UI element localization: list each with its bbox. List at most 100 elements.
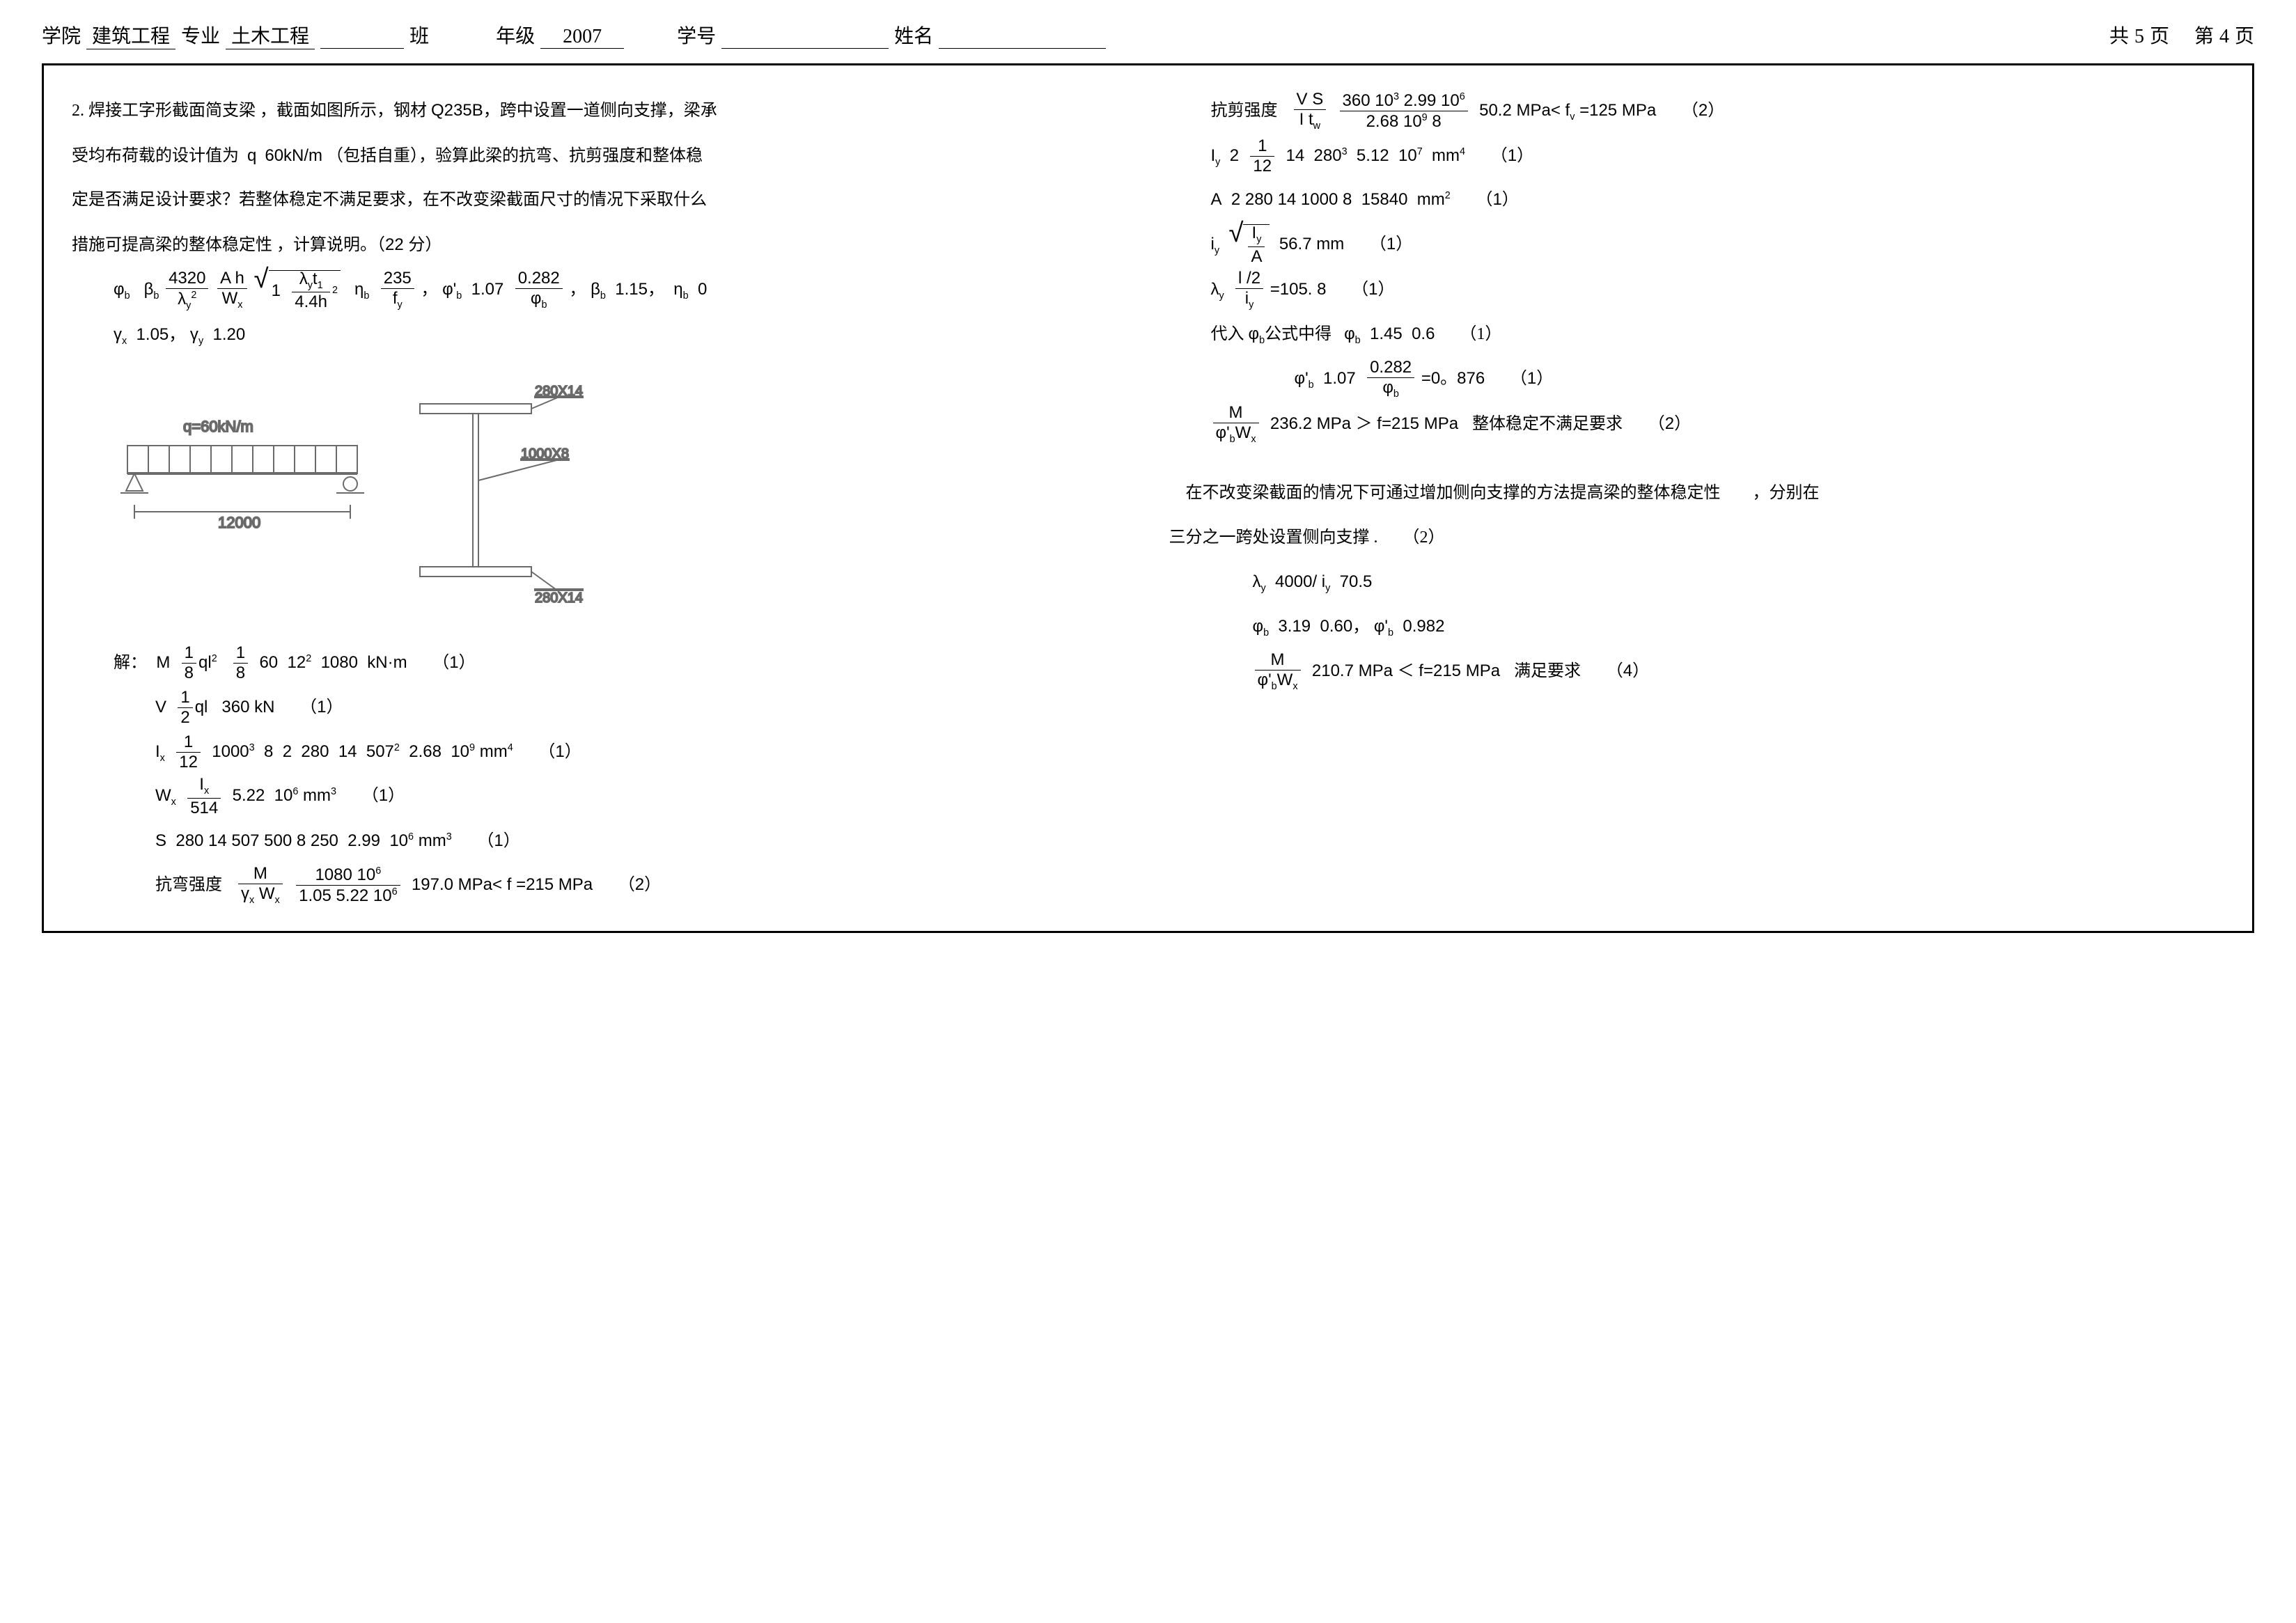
label: 抗剪强度 xyxy=(1211,102,1278,120)
sid-label: 学号 xyxy=(677,21,716,49)
page-unit2: 页 xyxy=(2235,21,2254,49)
v: 5.22 xyxy=(233,786,265,805)
v: =215 MPa xyxy=(1382,414,1458,433)
unit: kN·m xyxy=(367,653,407,672)
num235: 235 xyxy=(381,270,414,289)
v: 197.0 xyxy=(412,875,453,894)
v: 14 xyxy=(338,742,357,761)
span-label: 12000 xyxy=(218,514,260,531)
v: 15840 xyxy=(1361,190,1408,209)
points: 22 分 xyxy=(385,235,425,254)
v: 280 xyxy=(301,742,329,761)
t: 满足要求 xyxy=(1514,662,1581,680)
v: 10 xyxy=(1398,146,1417,165)
v: 236.2 xyxy=(1270,414,1312,433)
t: 代入 xyxy=(1211,325,1244,343)
v: 1000 xyxy=(212,742,249,761)
score: （2） xyxy=(618,875,661,894)
v: 8 xyxy=(1432,112,1441,131)
score: （1） xyxy=(432,653,475,672)
score: （1） xyxy=(300,698,343,716)
problem-line3: 定是否满足设计要求？若整体稳定不满足要求，在不改变梁截面尺寸的情况下采取什么 xyxy=(72,180,1127,221)
p: 3 xyxy=(249,742,255,753)
v: 0.982 xyxy=(1403,617,1444,636)
u: kN xyxy=(254,698,274,716)
u: MPa ＜ xyxy=(1359,661,1414,680)
v: =0。876 xyxy=(1421,369,1485,388)
p: 6 xyxy=(1460,91,1465,102)
n: 0.282 xyxy=(1367,359,1414,378)
class-label: 班 xyxy=(409,21,429,49)
n: 1 xyxy=(182,645,196,664)
stab-check: Mφ'bWx 236.2 MPa ＞ f=215 MPa 整体稳定不满足要求 （… xyxy=(1211,404,2225,445)
v: 10 xyxy=(1441,91,1460,110)
sol-V: V 12ql 360 kN （1） xyxy=(155,687,1127,728)
grade-value: 2007 xyxy=(540,26,624,49)
web-label: 1000X8 xyxy=(521,446,569,462)
score: （2） xyxy=(1648,414,1691,433)
v: 507 xyxy=(366,742,394,761)
remedy2: 三分之一跨处设置侧向支撑 . （2） xyxy=(1169,518,2225,558)
v: 56.7 xyxy=(1279,235,1312,253)
v: 2.99 xyxy=(347,831,380,850)
d: 12 xyxy=(1250,157,1274,175)
v: 2.99 xyxy=(1404,91,1437,110)
problem-line4: 措施可提高梁的整体稳定性 ，计算说明。（22 分） xyxy=(72,225,1127,266)
score: （1） xyxy=(362,786,405,805)
u: mm xyxy=(419,831,446,850)
Iy: Iy 2 112 14 2803 5.12 107 mm4 （1） xyxy=(1211,136,2225,176)
t: 在不改变梁截面的情况下可通过增加侧向支撑的方法提高梁的整体稳定性 xyxy=(1186,484,1721,502)
major-label: 专业 xyxy=(181,21,220,49)
u: mm xyxy=(303,786,331,805)
bot-flange-label: 280X14 xyxy=(535,590,583,606)
v: 10 xyxy=(1375,91,1393,110)
zero: 0 xyxy=(698,280,707,299)
v: 1.07 xyxy=(1323,369,1356,388)
v: 1.45 xyxy=(1370,324,1403,343)
gy: 1.20 xyxy=(212,325,245,344)
n: 1 xyxy=(1250,138,1274,157)
formula-phi-b: φb βb 4320λy2 A hWx √1 λyt14.4h2 ηb 235f… xyxy=(114,269,1127,311)
r-phi: φb 3.19 0.60， φ'b 0.982 xyxy=(1253,606,2225,647)
score: （1） xyxy=(538,742,581,761)
ans-label: 解： xyxy=(114,654,147,672)
v: 5.22 xyxy=(336,886,368,905)
v: 10 xyxy=(451,742,469,761)
sol-bend: 抗弯强度 Mγx Wx 1080 106 1.05 5.22 106 197.0… xyxy=(155,865,1127,906)
iy: iy √IyA 56.7 mm （1） xyxy=(1211,224,2225,265)
problem-text: 焊接工字形截面简支梁 ，截面如图所示，钢材 xyxy=(88,102,427,120)
p: 2 xyxy=(394,742,400,753)
t: ，分别在 xyxy=(1753,484,1820,502)
v: 50.2 xyxy=(1479,101,1512,120)
sub-line: 代入 φb公式中得 φb 1.45 0.6 （1） xyxy=(1211,314,2225,355)
n: 1 xyxy=(178,689,192,708)
v: 2.68 xyxy=(1366,112,1399,131)
problem-line1: 2. 焊接工字形截面简支梁 ，截面如图所示，钢材 Q235B，跨中设置一道侧向支… xyxy=(72,91,1127,132)
p: 9 xyxy=(469,742,475,753)
formula-gamma: γx 1.05， γy 1.20 xyxy=(114,315,1127,355)
n: V S xyxy=(1294,91,1327,110)
content-box: 2. 焊接工字形截面简支梁 ，截面如图所示，钢材 Q235B，跨中设置一道侧向支… xyxy=(42,63,2254,933)
problem-text: （包括自重），验算此梁的抗弯、抗剪强度和整体稳 xyxy=(327,147,703,165)
d: 8 xyxy=(233,664,248,682)
v: 2.68 xyxy=(409,742,442,761)
lambda-y: λy l /2iy =105. 8 （1） xyxy=(1211,269,2225,310)
v: 10 xyxy=(357,865,376,884)
p: 2 xyxy=(1445,190,1451,201)
name-blank xyxy=(939,26,1106,49)
name-label: 姓名 xyxy=(894,21,933,49)
v: 2 xyxy=(283,742,292,761)
p: 6 xyxy=(392,886,398,897)
v: 10 xyxy=(1403,112,1422,131)
p: 7 xyxy=(1417,146,1423,157)
v: 1080 xyxy=(315,865,352,884)
v: 3.19 xyxy=(1278,617,1311,636)
v: 210.7 xyxy=(1312,661,1354,680)
p: 3 xyxy=(1342,146,1348,157)
beam-diagram-svg: q=60kN/m xyxy=(93,376,594,606)
sol-Ix: Ix 112 10003 8 2 280 14 5072 2.68 109 mm… xyxy=(155,732,1127,772)
u: mm xyxy=(1432,146,1460,165)
n: 1 xyxy=(176,734,201,753)
d: 514 xyxy=(187,799,221,817)
r-check: Mφ'bWx 210.7 MPa ＜ f=215 MPa 满足要求 （4） xyxy=(1253,651,2225,692)
